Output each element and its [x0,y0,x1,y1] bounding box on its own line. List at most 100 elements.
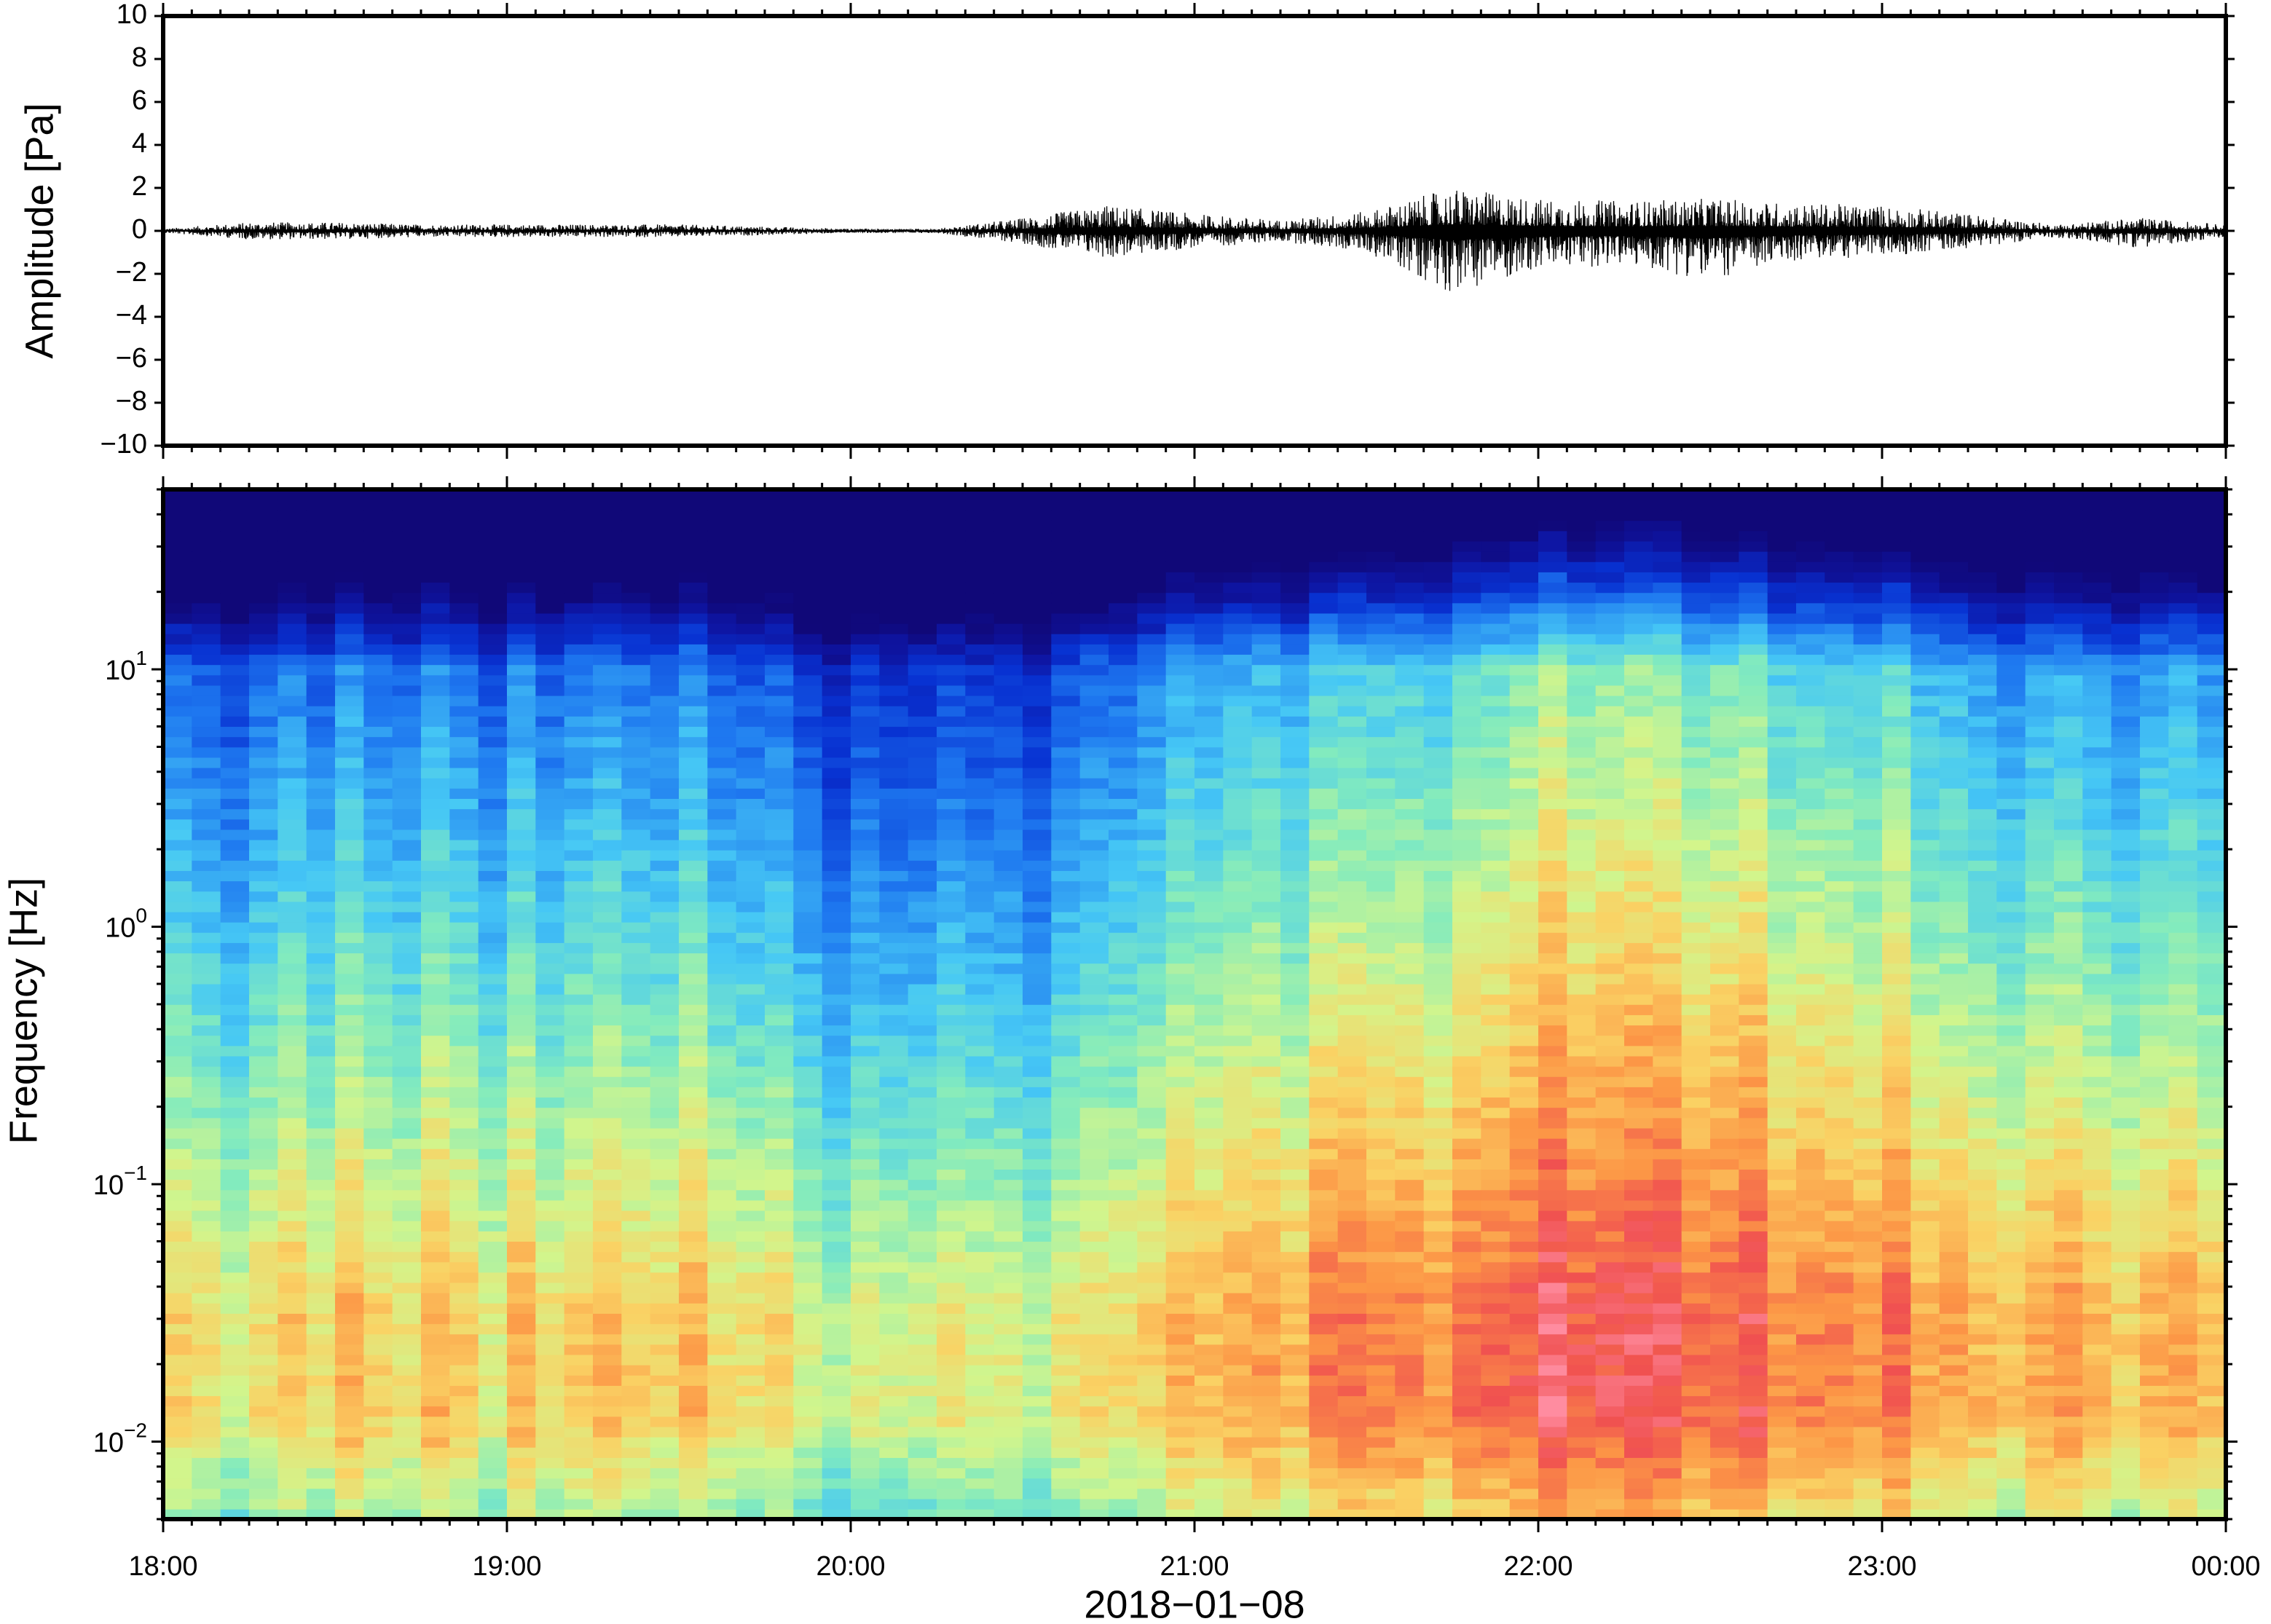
spectrogram-cell [1251,1282,1281,1293]
spectrogram-cell [908,561,937,572]
spectrogram-cell [1509,757,1539,768]
spectrogram-cell [1023,489,1052,500]
spectrogram-cell [1137,664,1167,676]
spectrogram-cell [1337,1107,1367,1119]
spectrogram-cell [421,983,451,995]
spectrogram-cell [965,716,995,728]
spectrogram-cell [335,1055,365,1067]
spectrogram-cell [908,1457,937,1469]
spectrogram-cell [707,705,737,717]
spectrogram-cell [593,942,623,954]
spectrogram-cell [421,561,451,572]
spectrogram-cell [851,1107,881,1119]
spectrogram-cell [1481,973,1511,985]
spectrogram-cell [679,1292,709,1304]
spectrogram-cell [163,1045,193,1057]
spectrogram-cell [1223,983,1253,995]
spectrogram-cell [707,911,737,923]
spectrogram-cell [1051,612,1081,624]
spectrogram-cell [1509,839,1539,851]
spectrogram-cell [765,1272,795,1283]
spectrogram-cell [1280,1478,1310,1489]
spectrogram-cell [478,777,508,789]
spectrogram-cell [1051,1065,1081,1077]
spectrogram-cell [679,1385,709,1397]
spectrogram-cell [965,1199,995,1211]
spectrogram-cell [879,1508,909,1519]
spectrogram-cell [1395,582,1425,594]
spectrogram-cell [1337,551,1367,562]
spectrogram-cell [879,520,909,532]
spectrogram-cell [993,1478,1023,1489]
spectrogram-cell [1109,1025,1138,1036]
spectrogram-cell [707,1478,737,1489]
spectrogram-cell [163,705,193,717]
spectrogram-cell [1423,1364,1453,1376]
spectrogram-cell [1137,1333,1167,1345]
spectrogram-cell [1395,1333,1425,1345]
spectrogram-cell [449,530,479,542]
spectrogram-cell [192,819,221,830]
spectrogram-cell [1337,1426,1367,1438]
spectrogram-cell [163,520,193,532]
spectrogram-cell [937,901,967,912]
spectrogram-cell [736,1076,765,1087]
spectrogram-cell [1395,1159,1425,1170]
spectrogram-cell [1023,1478,1052,1489]
spectrogram-cell [1165,695,1195,706]
spectrogram-cell [449,1045,479,1057]
spectrogram-cell [621,520,651,532]
spectrogram-cell [993,942,1023,954]
spectrogram-cell [1079,911,1109,923]
spectrogram-cell [220,1488,250,1499]
spectrogram-cell [249,674,279,686]
spectrogram-cell [937,767,967,779]
spectrogram-cell [363,582,393,594]
spectrogram-cell [993,592,1023,604]
spectrogram-cell [1337,746,1367,758]
spectrogram-cell [1165,1385,1195,1397]
spectrogram-cell [822,1272,851,1283]
spectrogram-cell [908,633,937,645]
spectrogram-cell [1337,798,1367,810]
spectrogram-cell [249,582,279,594]
spectrogram-cell [1395,602,1425,614]
spectrogram-cell [1251,520,1281,532]
spectrogram-cell [650,932,680,943]
spectrogram-cell [1509,1065,1539,1077]
spectrogram-cell [392,1498,422,1510]
spectrogram-cell [478,540,508,552]
spectrogram-cell [879,674,909,686]
spectrogram-cell [363,1179,393,1191]
spectrogram-cell [1194,1478,1224,1489]
spectrogram-cell [851,1447,881,1458]
spectrogram-cell [192,1478,221,1489]
spectrogram-cell [278,1323,307,1335]
spectrogram-cell [1223,1107,1253,1119]
spectrogram-cell [650,654,680,666]
spectrogram-cell [822,644,851,655]
spectrogram-cell [937,1117,967,1129]
spectrogram-cell [564,1045,594,1057]
spectrogram-cell [1481,819,1511,830]
spectrogram-cell [278,1375,307,1386]
spectrogram-cell [449,1508,479,1519]
spectrogram-cell [1452,1189,1482,1201]
spectrogram-cell [908,1097,937,1108]
spectrogram-cell [192,1025,221,1036]
spectrogram-cell [449,1385,479,1397]
spectrogram-cell [965,1416,995,1427]
spectrogram-cell [679,839,709,851]
spectrogram-cell [765,1199,795,1211]
spectrogram-cell [1194,1364,1224,1376]
spectrogram-cell [1223,540,1253,552]
spectrogram-cell [1251,1261,1281,1273]
spectrogram-cell [1423,530,1453,542]
spectrogram-cell [478,1303,508,1314]
spectrogram-cell [822,808,851,820]
spectrogram-cell [1337,942,1367,954]
spectrogram-cell [392,1004,422,1015]
spectrogram-cell [507,1447,537,1458]
spectrogram-cell [1395,1138,1425,1149]
spectrogram-cell [392,654,422,666]
